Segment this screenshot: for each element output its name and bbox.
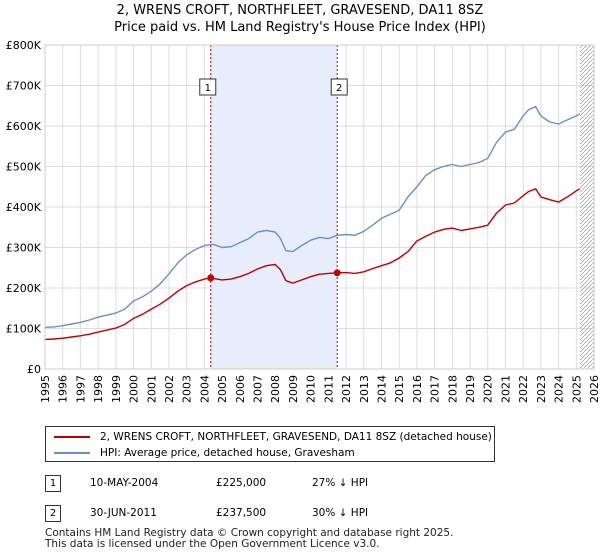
- transaction-date: 30-JUN-2011: [90, 507, 157, 519]
- transaction-number: 1: [45, 475, 61, 492]
- shaded-period: [210, 45, 594, 369]
- x-tick-label: 2023: [535, 375, 548, 403]
- x-tick-label: 2018: [446, 375, 459, 403]
- x-tick-label: 2015: [393, 375, 406, 403]
- marker-label: 2: [336, 83, 342, 94]
- x-tick-label: 2008: [269, 375, 282, 403]
- chart-subtitle: Price paid vs. HM Land Registry's House …: [114, 20, 486, 35]
- x-tick-label: 2014: [375, 375, 388, 403]
- footer-line-1: Contains HM Land Registry data © Crown c…: [45, 527, 454, 539]
- x-tick-label: 1998: [92, 375, 105, 403]
- legend-swatch-hpi: [54, 452, 90, 454]
- transaction-price: £225,000: [216, 477, 267, 489]
- x-tick-label: 2000: [128, 375, 141, 403]
- y-tick-label: £300K: [6, 242, 42, 255]
- x-tick-label: 2026: [588, 375, 600, 403]
- legend-label-hpi: HPI: Average price, detached house, Grav…: [100, 447, 355, 459]
- transaction-row: 1 10-MAY-2004 £225,000 27% ↓ HPI: [0, 474, 600, 494]
- plot-frame: [44, 44, 595, 370]
- x-tick-label: 2002: [163, 375, 176, 403]
- x-tick-label: 2012: [340, 375, 353, 403]
- x-tick-label: 1995: [39, 375, 52, 403]
- x-tick-label: 2020: [482, 375, 495, 403]
- x-tick-label: 2019: [464, 375, 477, 403]
- hpi-line: [44, 105, 581, 328]
- x-tick-label: 1999: [110, 375, 123, 403]
- axes: £0 £100K £200K £300K £400K £500K £600K £700K £80…: [6, 39, 600, 403]
- y-tick-label: £800K: [6, 39, 42, 52]
- x-tick-label: 2021: [499, 375, 512, 403]
- x-tick-label: 1996: [57, 375, 70, 403]
- transaction-hpi-diff: 27% ↓ HPI: [312, 477, 369, 489]
- sale-point: [207, 274, 215, 282]
- x-tick-label: 2024: [553, 375, 566, 403]
- chart-title: 2, WRENS CROFT, NORTHFLEET, GRAVESEND, D…: [116, 3, 484, 18]
- marker-label: 1: [205, 83, 211, 94]
- x-tick-label: 2025: [570, 375, 583, 403]
- property-price-line: [44, 188, 581, 341]
- transaction-price: £237,500: [216, 507, 267, 519]
- footer-line-2: This data is licensed under the Open Gov…: [45, 538, 380, 550]
- transaction-row: 2 30-JUN-2011 £237,500 30% ↓ HPI: [0, 504, 600, 524]
- legend: 2, WRENS CROFT, NORTHFLEET, GRAVESEND, D…: [45, 426, 495, 462]
- x-tick-label: 2005: [216, 375, 229, 403]
- transaction-hpi-diff: 30% ↓ HPI: [312, 507, 369, 519]
- y-tick-label: £500K: [6, 161, 42, 174]
- marker-label-box: [330, 78, 348, 96]
- x-tick-label: 2017: [429, 375, 442, 403]
- y-tick-label: £400K: [6, 201, 42, 214]
- x-tick-label: 2009: [287, 375, 300, 403]
- marker-label-box: [199, 78, 217, 96]
- x-tick-label: 2016: [411, 375, 424, 403]
- x-tick-label: 2013: [358, 375, 371, 403]
- series-lines: [44, 105, 581, 341]
- x-tick-label: 2007: [252, 375, 265, 403]
- legend-swatch-property: [54, 436, 90, 438]
- ownership-shade: [210, 45, 338, 369]
- x-tick-label: 2001: [145, 375, 158, 403]
- legend-label-property: 2, WRENS CROFT, NORTHFLEET, GRAVESEND, D…: [100, 431, 492, 443]
- y-tick-label: £700K: [6, 80, 42, 93]
- transaction-date: 10-MAY-2004: [90, 477, 159, 489]
- footer: Contains HM Land Registry data © Crown c…: [45, 528, 453, 550]
- x-tick-label: 2003: [181, 375, 194, 403]
- x-tick-label: 2022: [517, 375, 530, 403]
- forecast-hatch: [579, 45, 594, 369]
- x-tick-label: 2006: [234, 375, 247, 403]
- x-tick-label: 2004: [198, 375, 211, 403]
- y-tick-label: £100K: [6, 323, 42, 336]
- y-tick-label: £200K: [6, 282, 42, 295]
- x-tick-label: 1997: [74, 375, 87, 403]
- y-tick-label: £0: [27, 363, 41, 376]
- sale-point: [333, 269, 341, 277]
- y-tick-label: £600K: [6, 120, 42, 133]
- x-tick-label: 2011: [322, 375, 335, 403]
- transaction-number: 2: [45, 505, 61, 522]
- x-tick-label: 2010: [305, 375, 318, 403]
